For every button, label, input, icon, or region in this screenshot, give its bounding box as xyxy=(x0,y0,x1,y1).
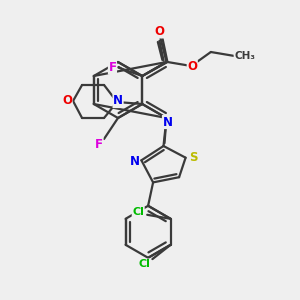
Text: F: F xyxy=(108,61,116,74)
Text: O: O xyxy=(62,94,72,107)
Text: O: O xyxy=(154,25,164,38)
Text: F: F xyxy=(95,137,103,151)
Text: Cl: Cl xyxy=(132,207,144,217)
Text: O: O xyxy=(187,61,197,74)
Text: Cl: Cl xyxy=(139,259,150,269)
Text: N: N xyxy=(113,94,123,107)
Text: O: O xyxy=(154,25,164,38)
Text: S: S xyxy=(189,151,198,164)
Text: N: N xyxy=(129,155,140,168)
Text: CH₃: CH₃ xyxy=(234,51,255,61)
Text: N: N xyxy=(163,116,172,128)
